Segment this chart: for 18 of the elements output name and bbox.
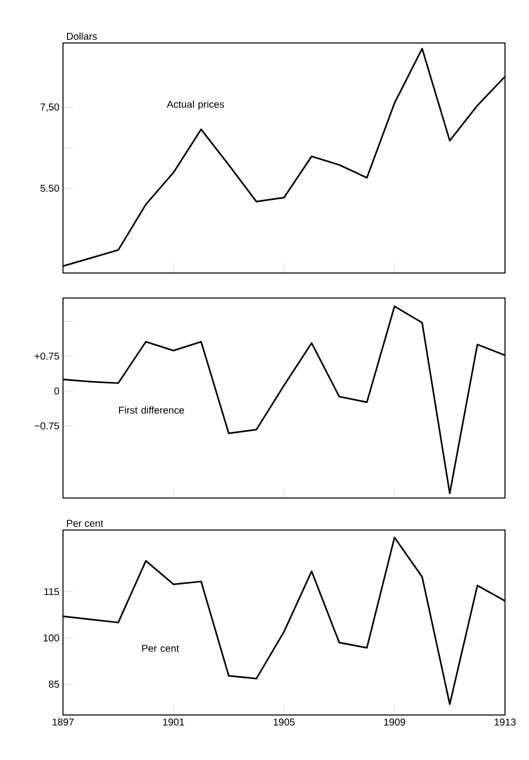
annotation: First difference bbox=[119, 406, 184, 414]
annotation: Per cent bbox=[142, 644, 179, 652]
x-tick-label: 1913 bbox=[494, 718, 516, 726]
x-tick-label: 1905 bbox=[274, 718, 295, 726]
y-tick-label: −0.75 bbox=[34, 422, 60, 430]
y-tick-label: 100 bbox=[44, 634, 60, 642]
y-tick-label: 0 bbox=[54, 387, 60, 395]
annotation: Actual prices bbox=[166, 100, 224, 110]
y-tick-label: +0.75 bbox=[34, 352, 60, 360]
y-tick-label: 7,50 bbox=[40, 103, 60, 112]
x-tick-label: 1909 bbox=[384, 718, 406, 726]
y-tick-label: 85 bbox=[48, 680, 60, 688]
y-tick-label: 5.50 bbox=[40, 184, 60, 192]
x-tick-label: 1901 bbox=[163, 718, 184, 726]
y-axis-title: Dollars bbox=[67, 32, 97, 40]
x-tick-label: 1897 bbox=[52, 718, 74, 726]
y-axis-title: Per cent bbox=[67, 520, 104, 527]
y-tick-label: 115 bbox=[44, 588, 60, 596]
